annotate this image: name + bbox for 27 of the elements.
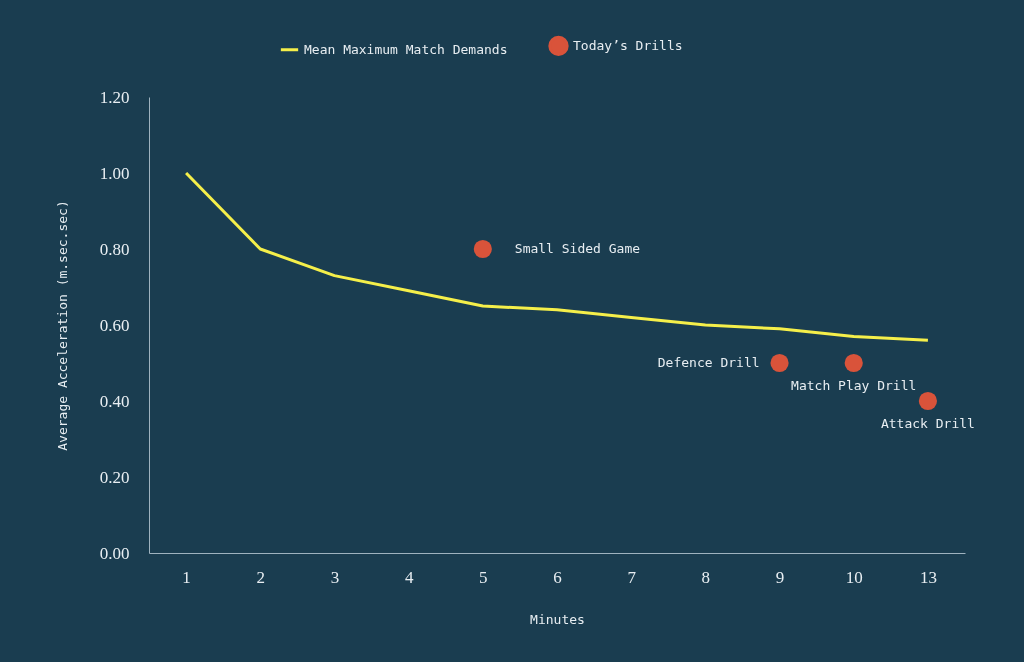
x-tick-label: 9 [775,567,785,587]
annotation: Defence Drill [657,355,760,370]
y-tick-label: 0.80 [99,239,130,259]
x-tick-label: 7 [627,567,637,587]
line-series [184,171,930,342]
x-tick-label: 2 [256,567,266,587]
x-axis-title: Minutes [530,611,585,627]
y-tick-label: 0.60 [99,315,130,335]
x-tick-label: 13 [919,567,937,587]
y-tick-label: 1.00 [99,163,130,183]
y-tick-label: 0.00 [99,543,130,563]
annotation: Match Play Drill [791,378,917,393]
legend-label: Today’s Drills [573,37,683,53]
x-tick-label: 3 [330,567,340,587]
annotation: Attack Drill [880,416,975,431]
x-tick-label: 8 [701,567,711,587]
legend-label: Mean Maximum Match Demands [304,41,508,57]
y-axis-title: Average Acceleration (m.sec.sec) [54,200,70,451]
x-tick-label: 5 [479,567,488,587]
x-tick-label: 6 [553,567,562,587]
x-tick-label: 10 [845,567,863,587]
y-tick-label: 0.40 [99,391,130,411]
y-tick-label: 0.20 [99,467,130,487]
x-tick-label: 4 [404,567,414,587]
x-tick-label: 1 [182,567,191,587]
annotation: Small Sided Game [514,241,641,256]
y-tick-label: 1.20 [99,87,130,107]
